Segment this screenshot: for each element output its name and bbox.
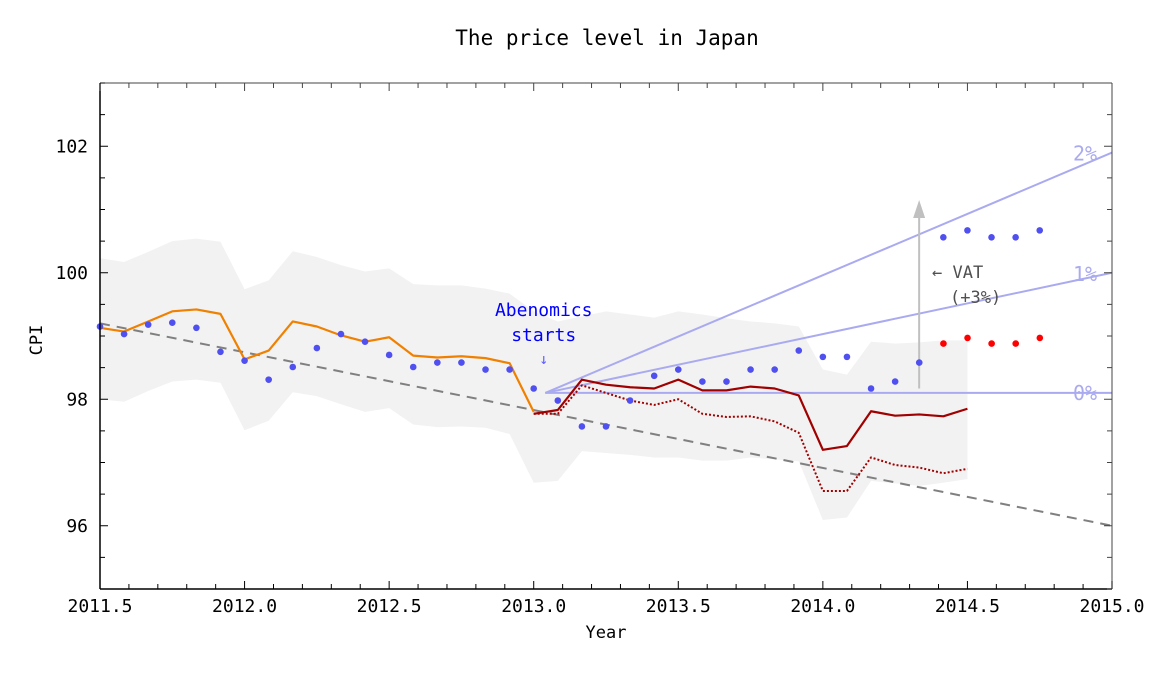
axes: 2011.5 2012.0 2012.5 2013.0 2013.5 2014.0 2014… [55,82,1145,617]
target-line-2 [544,151,1113,394]
data-point [120,330,128,338]
data-point [964,227,971,234]
data-point [915,359,923,366]
target-line-1 [545,271,1113,394]
series-line-0 [99,308,535,413]
data-point [434,359,441,366]
y-tick-label: 98 [66,389,88,410]
x-tick-label: 2012.0 [212,596,277,617]
vat-arrow-head [913,200,926,219]
y-tick-label: 96 [66,516,88,537]
chart-title: The price level in Japan [455,26,758,50]
series-line-2 [533,384,968,492]
data-point [988,234,995,241]
data-point [337,330,345,338]
data-point [940,340,947,347]
data-point [578,423,586,430]
target-label-0: 0% [1073,381,1097,405]
data-point [506,366,513,373]
x-tick-label: 2013.5 [646,596,711,617]
data-point [1036,334,1044,342]
data-point [626,397,634,404]
data-point [554,397,562,404]
data-point [313,344,321,352]
x-tick-label: 2013.0 [501,596,566,617]
abenomics-label: Abenomics [495,300,593,321]
x-tick-label: 2014.5 [935,596,1000,617]
data-point [602,423,610,430]
data-point [699,378,706,385]
x-tick-label: 2012.5 [357,596,422,617]
data-point [385,351,393,359]
data-point [409,363,417,371]
data-point [265,376,272,383]
data-point [843,353,851,361]
data-point [771,366,778,373]
data-point [795,347,803,354]
x-tick-label: 2011.5 [67,596,132,617]
vat-label: ← VAT [932,263,983,283]
data-point [650,372,658,380]
plot-area: 0% 1% 2% Abenomics starts ↓ ← VAT (+3%) [96,142,1113,527]
x-tick-label: 2015.0 [1079,596,1144,617]
series-line-1 [533,378,968,451]
data-point [674,366,682,373]
data-point [193,324,200,332]
x-tick-label: 2014.0 [790,596,855,617]
data-point [891,378,899,385]
vat-label: (+3%) [950,288,1001,308]
x-axis-label: Year [586,623,627,643]
y-tick-label: 102 [55,136,88,157]
abenomics-arrow: ↓ [539,350,548,368]
data-point [361,338,369,345]
data-point [144,321,152,328]
data-point [1012,340,1020,347]
data-point [458,359,465,366]
data-point [1012,234,1019,241]
data-point [530,385,538,392]
data-point [940,234,947,241]
confidence-band [100,238,968,521]
data-point [867,385,875,392]
data-point [241,357,248,364]
y-tick-label: 100 [55,263,88,284]
data-point [819,353,827,361]
data-point [723,378,730,385]
target-label-2: 2% [1073,142,1097,166]
data-point [289,363,297,371]
data-point [988,340,995,347]
data-point [964,334,971,342]
abenomics-label: starts [511,325,576,346]
data-point [482,366,489,373]
target-label-1: 1% [1073,262,1097,286]
data-point [217,348,224,356]
data-point [168,319,176,327]
y-axis-label: CPI [27,325,47,356]
data-point [747,366,754,373]
data-point [1036,227,1044,234]
